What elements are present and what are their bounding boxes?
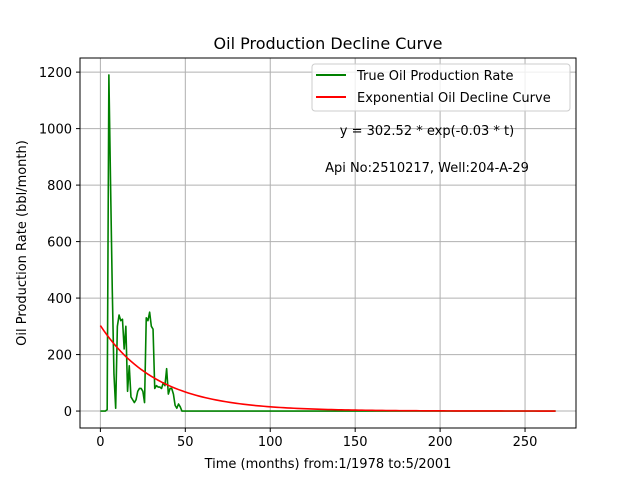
series-line-decline-curve	[99, 325, 556, 412]
series-line-true-rate	[100, 74, 556, 412]
well-annotation: Api No:2510217, Well:204-A-29	[325, 161, 529, 176]
plot-frame	[79, 57, 577, 429]
y-axis-label: Oil Production Rate (bbl/month)	[15, 140, 30, 346]
y-tick-label: 1200	[39, 66, 72, 81]
y-tick-label: 1000	[39, 123, 72, 138]
y-axis-ticks: 0 200 400 600 800 1000 1200	[39, 66, 80, 420]
legend: True Oil Production Rate Exponential Oil…	[311, 63, 571, 112]
x-axis-ticks: 0 50 100 150 200 250	[96, 428, 537, 450]
x-tick-label: 250	[513, 435, 538, 450]
grid	[80, 58, 576, 428]
x-tick-label: 100	[258, 435, 283, 450]
equation-annotation: y = 302.52 * exp(-0.03 * t)	[340, 124, 514, 139]
legend-box	[311, 63, 571, 112]
legend-label-true-rate: True Oil Production Rate	[356, 69, 513, 84]
y-tick-label: 600	[47, 236, 72, 251]
chart-title: Oil Production Decline Curve	[214, 34, 443, 53]
y-tick-label: 400	[47, 292, 72, 307]
y-tick-label: 200	[47, 349, 72, 364]
x-tick-label: 150	[343, 435, 368, 450]
x-axis-label: Time (months) from:1/1978 to:5/2001	[204, 457, 452, 472]
series-layer	[99, 74, 556, 412]
x-tick-label: 50	[177, 435, 194, 450]
legend-label-decline-curve: Exponential Oil Decline Curve	[357, 91, 551, 106]
x-tick-label: 200	[428, 435, 453, 450]
x-tick-label: 0	[96, 435, 104, 450]
y-tick-label: 0	[64, 405, 72, 420]
y-tick-label: 800	[47, 179, 72, 194]
